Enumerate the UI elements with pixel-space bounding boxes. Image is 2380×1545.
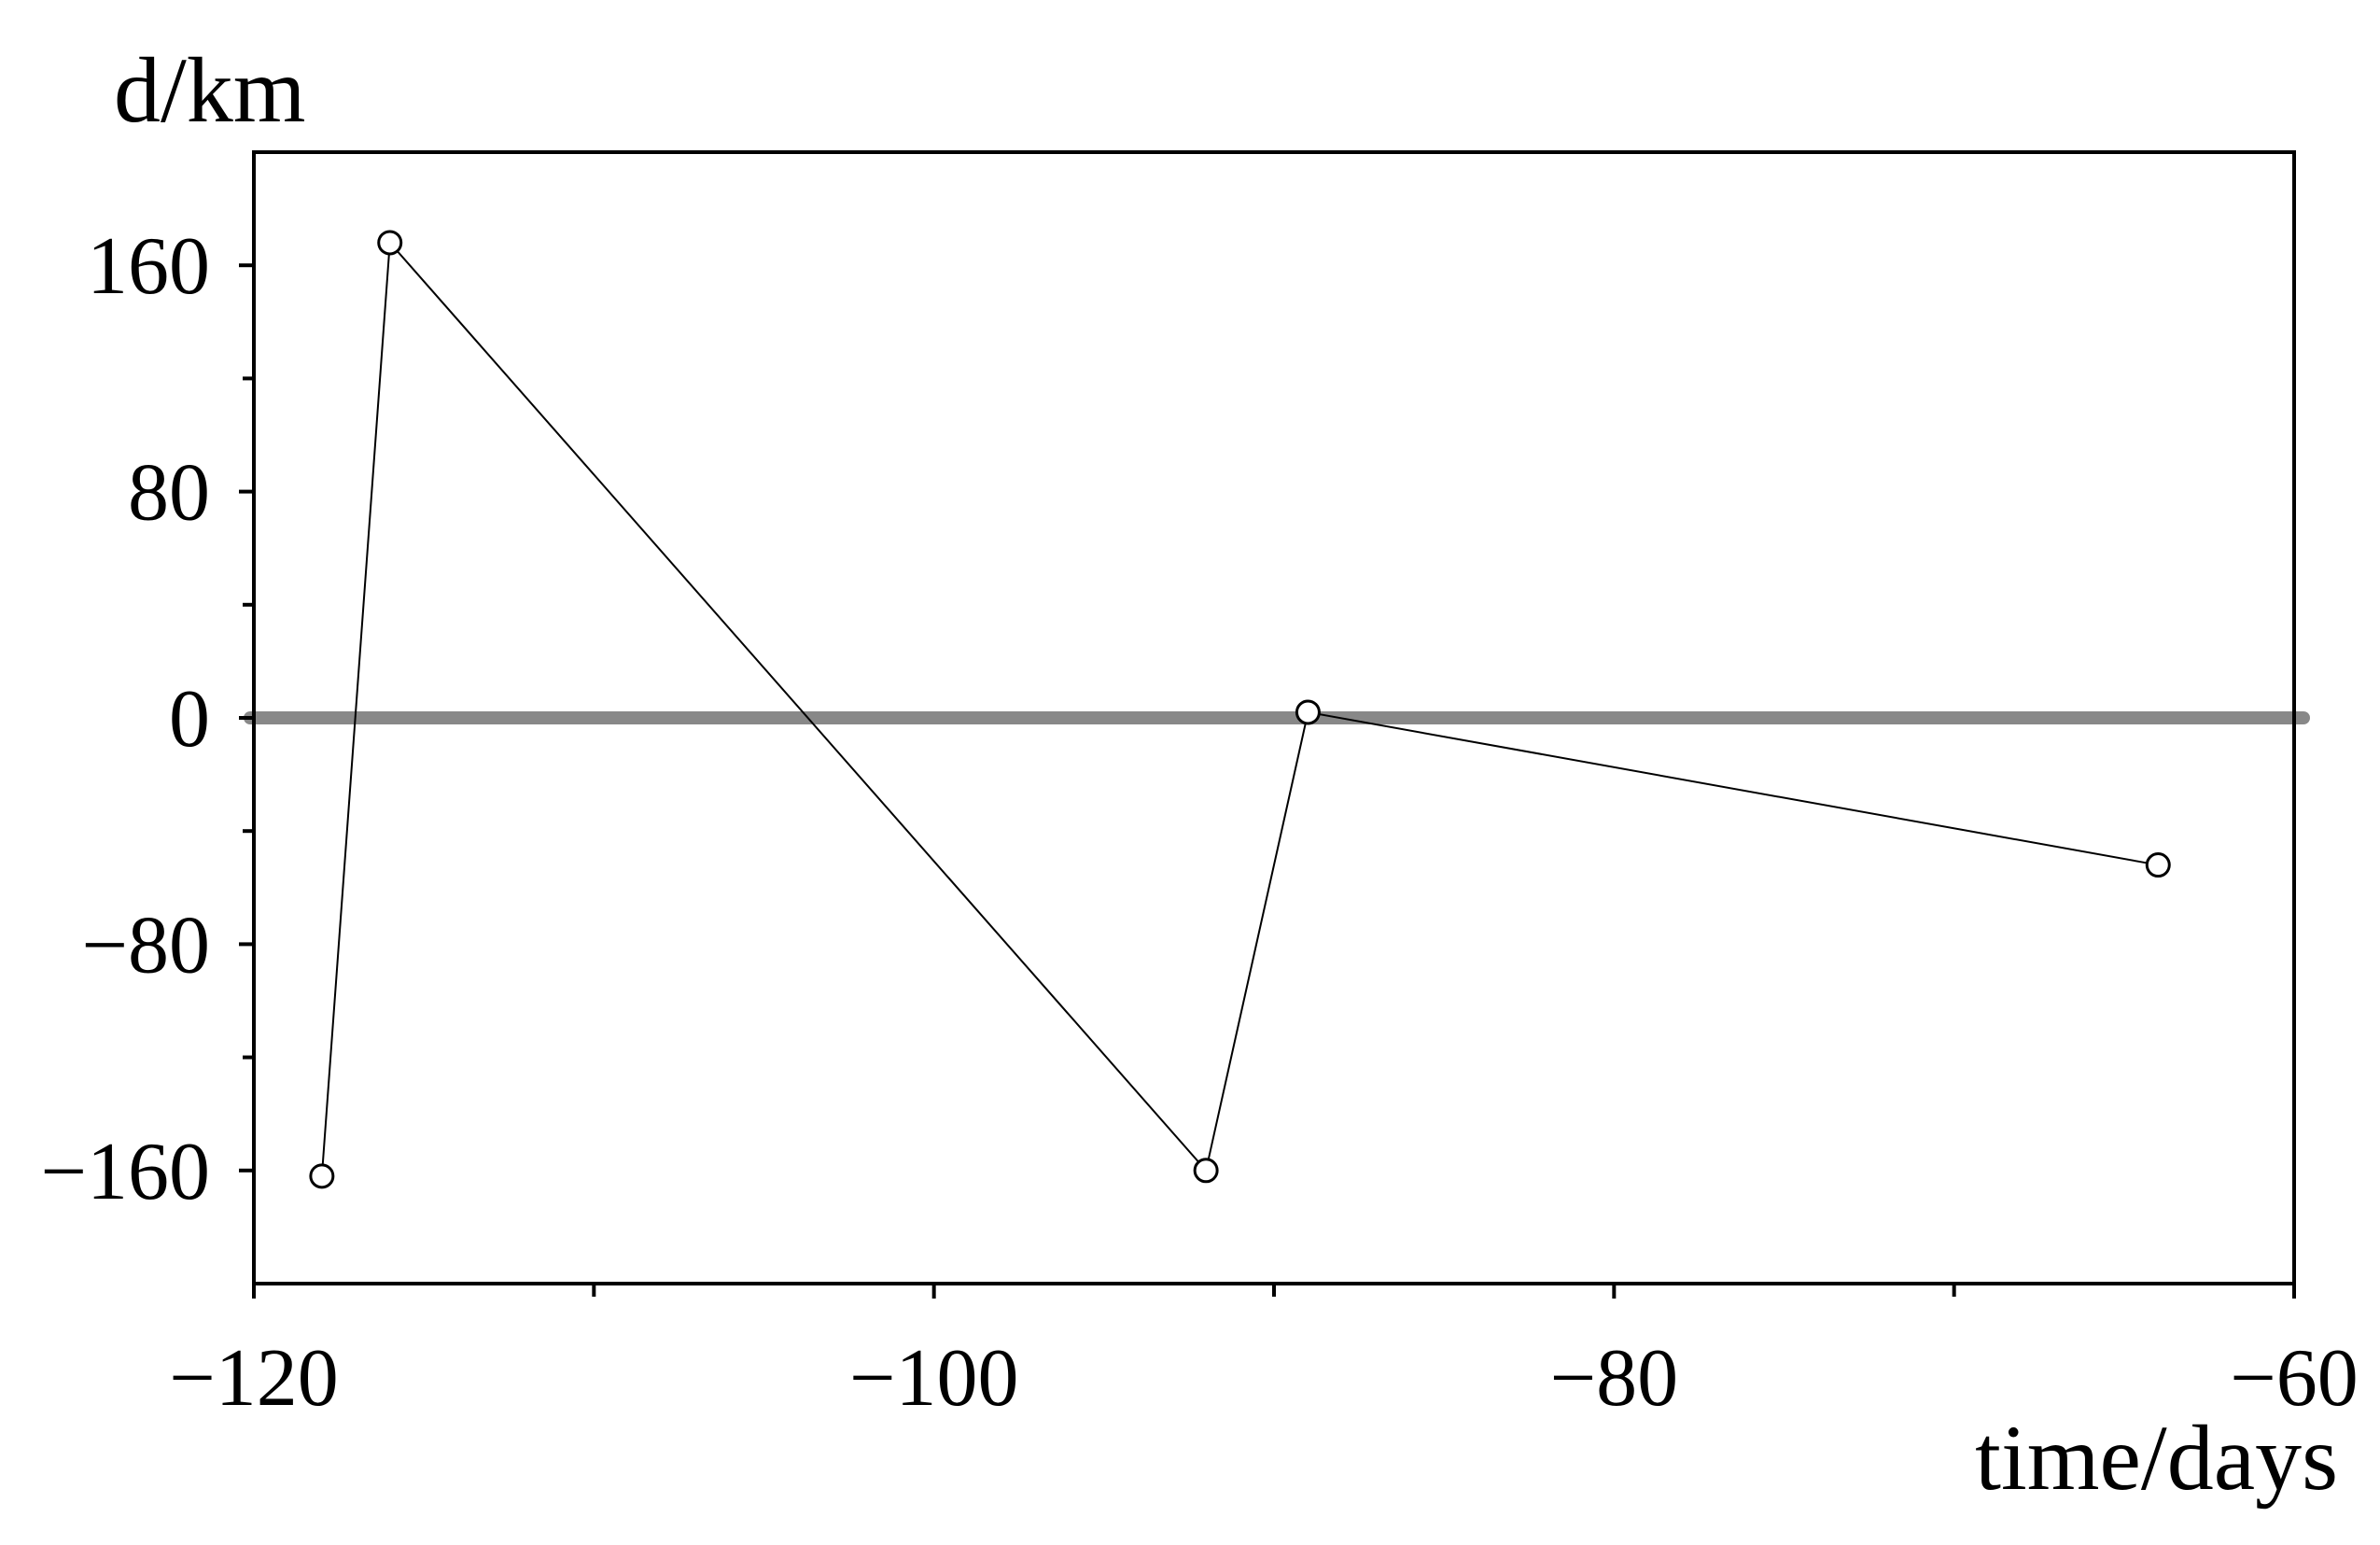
y-tick-label: 160 bbox=[87, 221, 210, 312]
x-tick-label: −60 bbox=[2230, 1333, 2359, 1424]
axis-layer: −120 −100 −80 −60 −160 −80 0 80 160 bbox=[40, 221, 2358, 1424]
y-tick-label: 80 bbox=[128, 448, 210, 539]
y-tick-label: −160 bbox=[40, 1127, 210, 1217]
data-point bbox=[1295, 699, 1321, 725]
y-axis-label: d/km bbox=[114, 38, 306, 142]
x-tick-label: −80 bbox=[1550, 1333, 1679, 1424]
data-point bbox=[1193, 1158, 1219, 1184]
x-tick-label: −120 bbox=[169, 1333, 339, 1424]
x-axis-label: time/days bbox=[1975, 1406, 2338, 1510]
data-point bbox=[309, 1163, 335, 1189]
data-point bbox=[2145, 852, 2171, 878]
x-tick-label: −100 bbox=[849, 1333, 1019, 1424]
series-line bbox=[320, 240, 2159, 1176]
series-layer bbox=[309, 230, 2171, 1189]
y-tick-label: −80 bbox=[81, 900, 210, 990]
y-tick-label: 0 bbox=[169, 674, 210, 765]
data-point bbox=[377, 230, 403, 256]
